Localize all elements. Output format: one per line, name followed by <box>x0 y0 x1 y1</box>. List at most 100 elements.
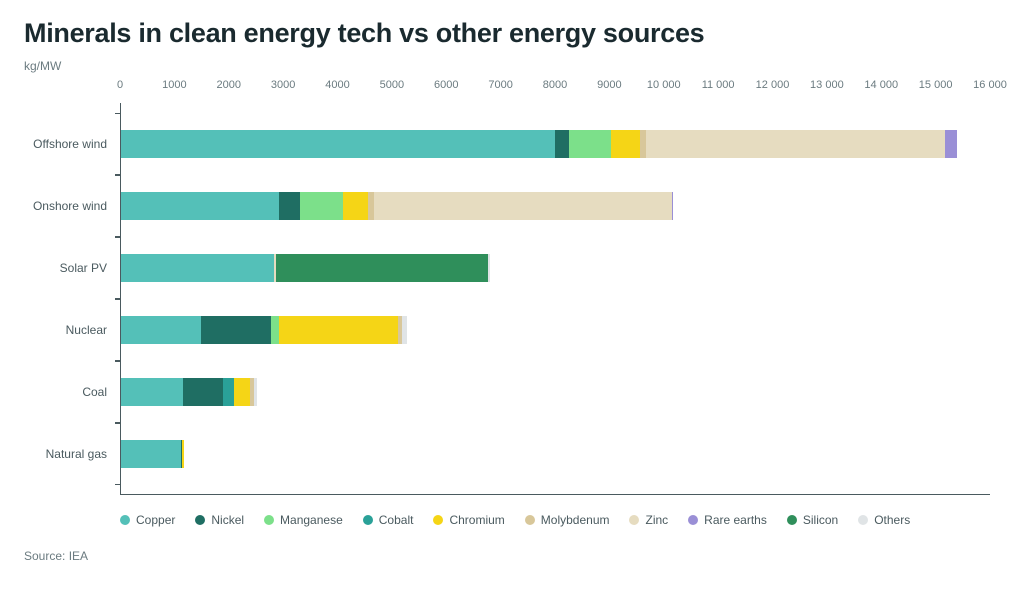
bar-segment-others <box>402 316 407 344</box>
category-tick <box>115 175 121 176</box>
stacked-bar <box>121 378 257 406</box>
x-tick-label: 13 000 <box>810 79 844 91</box>
bar-row: Coal <box>121 361 990 423</box>
category-tick <box>115 113 121 114</box>
stacked-bar <box>121 440 184 468</box>
bar-segment-manganese <box>569 130 612 158</box>
category-label: Coal <box>82 385 107 399</box>
legend-item-chromium: Chromium <box>433 513 504 527</box>
legend-swatch <box>363 515 373 525</box>
legend-label: Others <box>874 513 910 527</box>
legend-label: Zinc <box>645 513 668 527</box>
stacked-bar <box>121 130 958 158</box>
bar-row: Onshore wind <box>121 175 990 237</box>
category-tick <box>115 361 121 362</box>
category-label: Solar PV <box>60 261 107 275</box>
y-axis-label: kg/MW <box>24 59 1000 73</box>
legend-label: Manganese <box>280 513 343 527</box>
x-tick-label: 2000 <box>217 79 241 91</box>
bar-row: Nuclear <box>121 299 990 361</box>
bar-segment-chromium <box>343 192 369 220</box>
x-tick-label: 10 000 <box>647 79 681 91</box>
legend-swatch <box>629 515 639 525</box>
bar-row: Natural gas <box>121 423 990 485</box>
category-label: Natural gas <box>46 447 107 461</box>
legend-swatch <box>688 515 698 525</box>
legend-item-nickel: Nickel <box>195 513 244 527</box>
legend-label: Silicon <box>803 513 838 527</box>
legend-label: Copper <box>136 513 175 527</box>
legend-swatch <box>787 515 797 525</box>
stacked-bar <box>121 254 490 282</box>
x-tick-label: 4000 <box>325 79 349 91</box>
x-tick-label: 11 000 <box>702 79 735 91</box>
category-tick <box>115 299 121 300</box>
source-text: Source: IEA <box>24 549 1000 563</box>
legend-item-rare_earths: Rare earths <box>688 513 767 527</box>
x-tick-label: 7000 <box>488 79 512 91</box>
legend-label: Rare earths <box>704 513 767 527</box>
legend-item-zinc: Zinc <box>629 513 668 527</box>
bar-segment-copper <box>121 254 274 282</box>
bar-segment-chromium <box>279 316 398 344</box>
bar-segment-manganese <box>271 316 279 344</box>
legend-label: Nickel <box>211 513 244 527</box>
bar-segment-rare_earths <box>672 192 673 220</box>
legend-swatch <box>120 515 130 525</box>
bar-segment-manganese <box>300 192 342 220</box>
category-label: Offshore wind <box>33 137 107 151</box>
stacked-bar <box>121 316 407 344</box>
category-tick <box>115 484 121 485</box>
chart-title: Minerals in clean energy tech vs other e… <box>24 18 1000 49</box>
bar-segment-copper <box>121 130 555 158</box>
legend-swatch <box>433 515 443 525</box>
bar-segment-zinc <box>374 192 673 220</box>
x-tick-label: 15 000 <box>919 79 953 91</box>
bar-segment-nickel <box>555 130 568 158</box>
x-tick-label: 9000 <box>597 79 621 91</box>
bar-segment-copper <box>121 316 201 344</box>
chart: 010002000300040005000600070008000900010 … <box>24 79 1000 527</box>
bar-segment-cobalt <box>223 378 234 406</box>
category-tick <box>115 423 121 424</box>
legend-item-silicon: Silicon <box>787 513 838 527</box>
legend-swatch <box>264 515 274 525</box>
category-label: Nuclear <box>66 323 107 337</box>
legend-swatch <box>858 515 868 525</box>
legend-item-cobalt: Cobalt <box>363 513 414 527</box>
bar-segment-chromium <box>182 440 185 468</box>
bars-area: Offshore windOnshore windSolar PVNuclear… <box>120 103 990 495</box>
x-axis-line <box>121 494 990 495</box>
x-tick-label: 14 000 <box>864 79 898 91</box>
legend: CopperNickelManganeseCobaltChromiumMolyb… <box>120 513 1000 527</box>
bar-segment-others <box>254 378 257 406</box>
bar-segment-chromium <box>611 130 640 158</box>
bar-row: Solar PV <box>121 237 990 299</box>
bar-segment-nickel <box>183 378 222 406</box>
bar-segment-zinc <box>646 130 945 158</box>
plot-area: 010002000300040005000600070008000900010 … <box>120 79 990 499</box>
bar-segment-silicon <box>276 254 488 282</box>
bar-segment-copper <box>121 192 279 220</box>
stacked-bar <box>121 192 673 220</box>
x-tick-label: 6000 <box>434 79 458 91</box>
bar-segment-chromium <box>234 378 251 406</box>
legend-item-manganese: Manganese <box>264 513 343 527</box>
bar-segment-copper <box>121 440 181 468</box>
x-tick-label: 1000 <box>162 79 186 91</box>
legend-item-copper: Copper <box>120 513 175 527</box>
bar-segment-copper <box>121 378 183 406</box>
bar-segment-nickel <box>279 192 301 220</box>
bar-segment-nickel <box>201 316 271 344</box>
x-tick-label: 5000 <box>380 79 404 91</box>
x-tick-label: 3000 <box>271 79 295 91</box>
x-axis-ticks: 010002000300040005000600070008000900010 … <box>120 79 990 103</box>
x-tick-label: 8000 <box>543 79 567 91</box>
legend-label: Chromium <box>449 513 504 527</box>
legend-swatch <box>525 515 535 525</box>
legend-label: Cobalt <box>379 513 414 527</box>
x-tick-label: 12 000 <box>756 79 790 91</box>
x-tick-label: 16 000 <box>973 79 1007 91</box>
bar-segment-others <box>488 254 491 282</box>
bar-row: Offshore wind <box>121 113 990 175</box>
